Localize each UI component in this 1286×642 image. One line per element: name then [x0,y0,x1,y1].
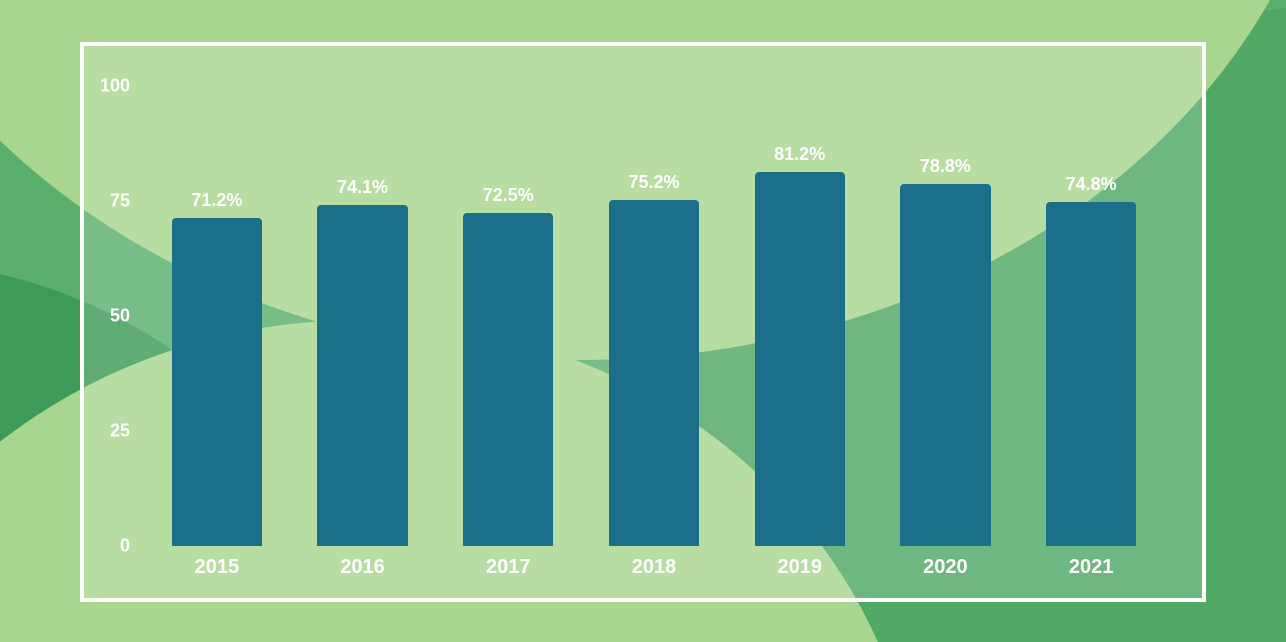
chart-plot-area: 025507510071.2%201574.1%201672.5%201775.… [144,86,1164,546]
y-axis-tick: 25 [110,421,144,442]
bar: 72.5% [463,213,553,547]
bar: 71.2% [172,218,262,546]
y-axis-tick: 75 [110,191,144,212]
x-axis-label: 2017 [486,546,531,579]
bar-value-label: 75.2% [628,172,679,193]
x-axis-label: 2015 [195,546,240,579]
bar: 74.8% [1046,202,1136,546]
y-axis-tick: 50 [110,306,144,327]
x-axis-label: 2016 [340,546,385,579]
chart-canvas: 025507510071.2%201574.1%201672.5%201775.… [0,0,1286,642]
x-axis-label: 2018 [632,546,677,579]
bar: 78.8% [900,184,990,546]
x-axis-label: 2021 [1069,546,1114,579]
y-axis-tick: 0 [120,536,144,557]
x-axis-label: 2019 [777,546,822,579]
bar: 74.1% [317,205,407,546]
bar-value-label: 78.8% [920,156,971,177]
bar-value-label: 71.2% [191,190,242,211]
bar: 81.2% [755,172,845,546]
chart-frame: 025507510071.2%201574.1%201672.5%201775.… [80,42,1206,602]
y-axis-tick: 100 [100,76,144,97]
bar: 75.2% [609,200,699,546]
bar-value-label: 81.2% [774,144,825,165]
bar-value-label: 72.5% [483,185,534,206]
bar-value-label: 74.1% [337,177,388,198]
x-axis-label: 2020 [923,546,968,579]
bar-value-label: 74.8% [1066,174,1117,195]
